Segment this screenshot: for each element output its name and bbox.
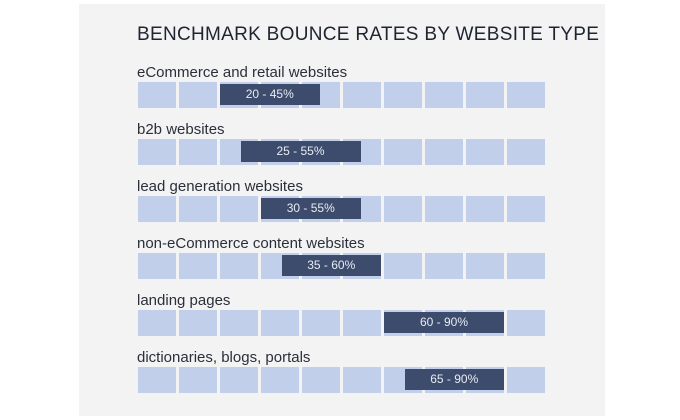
range-bar: 65 - 90% xyxy=(404,369,504,390)
grid-cell xyxy=(384,196,422,222)
grid-cell xyxy=(466,139,504,165)
grid-cell xyxy=(507,82,545,108)
row-label: dictionaries, blogs, portals xyxy=(137,349,311,366)
row-label: non-eCommerce content websites xyxy=(137,235,365,252)
grid-cell xyxy=(466,196,504,222)
grid-cell xyxy=(179,367,217,393)
grid-cell xyxy=(425,253,463,279)
grid-cell xyxy=(507,196,545,222)
grid-cell xyxy=(343,310,381,336)
range-bar: 20 - 45% xyxy=(220,84,320,105)
grid-cell xyxy=(261,310,299,336)
range-bar: 60 - 90% xyxy=(384,312,504,333)
chart-title: BENCHMARK BOUNCE RATES BY WEBSITE TYPE xyxy=(137,24,600,45)
row-label: eCommerce and retail websites xyxy=(137,64,348,81)
grid-cell xyxy=(466,82,504,108)
grid-cell xyxy=(138,310,176,336)
grid-cell xyxy=(220,196,258,222)
grid-cell xyxy=(138,367,176,393)
grid-cell xyxy=(138,253,176,279)
grid-cell xyxy=(138,196,176,222)
grid-cell xyxy=(220,310,258,336)
grid-cell xyxy=(466,253,504,279)
grid-cell xyxy=(138,82,176,108)
range-bar: 30 - 55% xyxy=(261,198,361,219)
grid-cell xyxy=(384,253,422,279)
grid-cell xyxy=(179,82,217,108)
range-bar: 25 - 55% xyxy=(240,141,361,162)
range-bar: 35 - 60% xyxy=(281,255,381,276)
grid-cell xyxy=(425,196,463,222)
grid-cell xyxy=(507,253,545,279)
grid-cell xyxy=(507,139,545,165)
grid-cell xyxy=(425,139,463,165)
grid-cell xyxy=(302,367,340,393)
grid-cell xyxy=(302,310,340,336)
grid-cell xyxy=(220,367,258,393)
grid-cell xyxy=(343,367,381,393)
grid-cell xyxy=(220,253,258,279)
grid-cell xyxy=(179,196,217,222)
row-label: lead generation websites xyxy=(137,178,303,195)
grid-cell xyxy=(179,139,217,165)
grid-cell xyxy=(138,139,176,165)
grid-cell xyxy=(179,253,217,279)
grid-cell xyxy=(507,367,545,393)
row-label: landing pages xyxy=(137,292,231,309)
grid-cell xyxy=(425,82,463,108)
row-label: b2b websites xyxy=(137,121,225,138)
grid-cell xyxy=(179,310,217,336)
grid-cell xyxy=(261,367,299,393)
grid-cell xyxy=(507,310,545,336)
grid-cell xyxy=(384,139,422,165)
grid-cell xyxy=(384,82,422,108)
grid-cell xyxy=(343,82,381,108)
